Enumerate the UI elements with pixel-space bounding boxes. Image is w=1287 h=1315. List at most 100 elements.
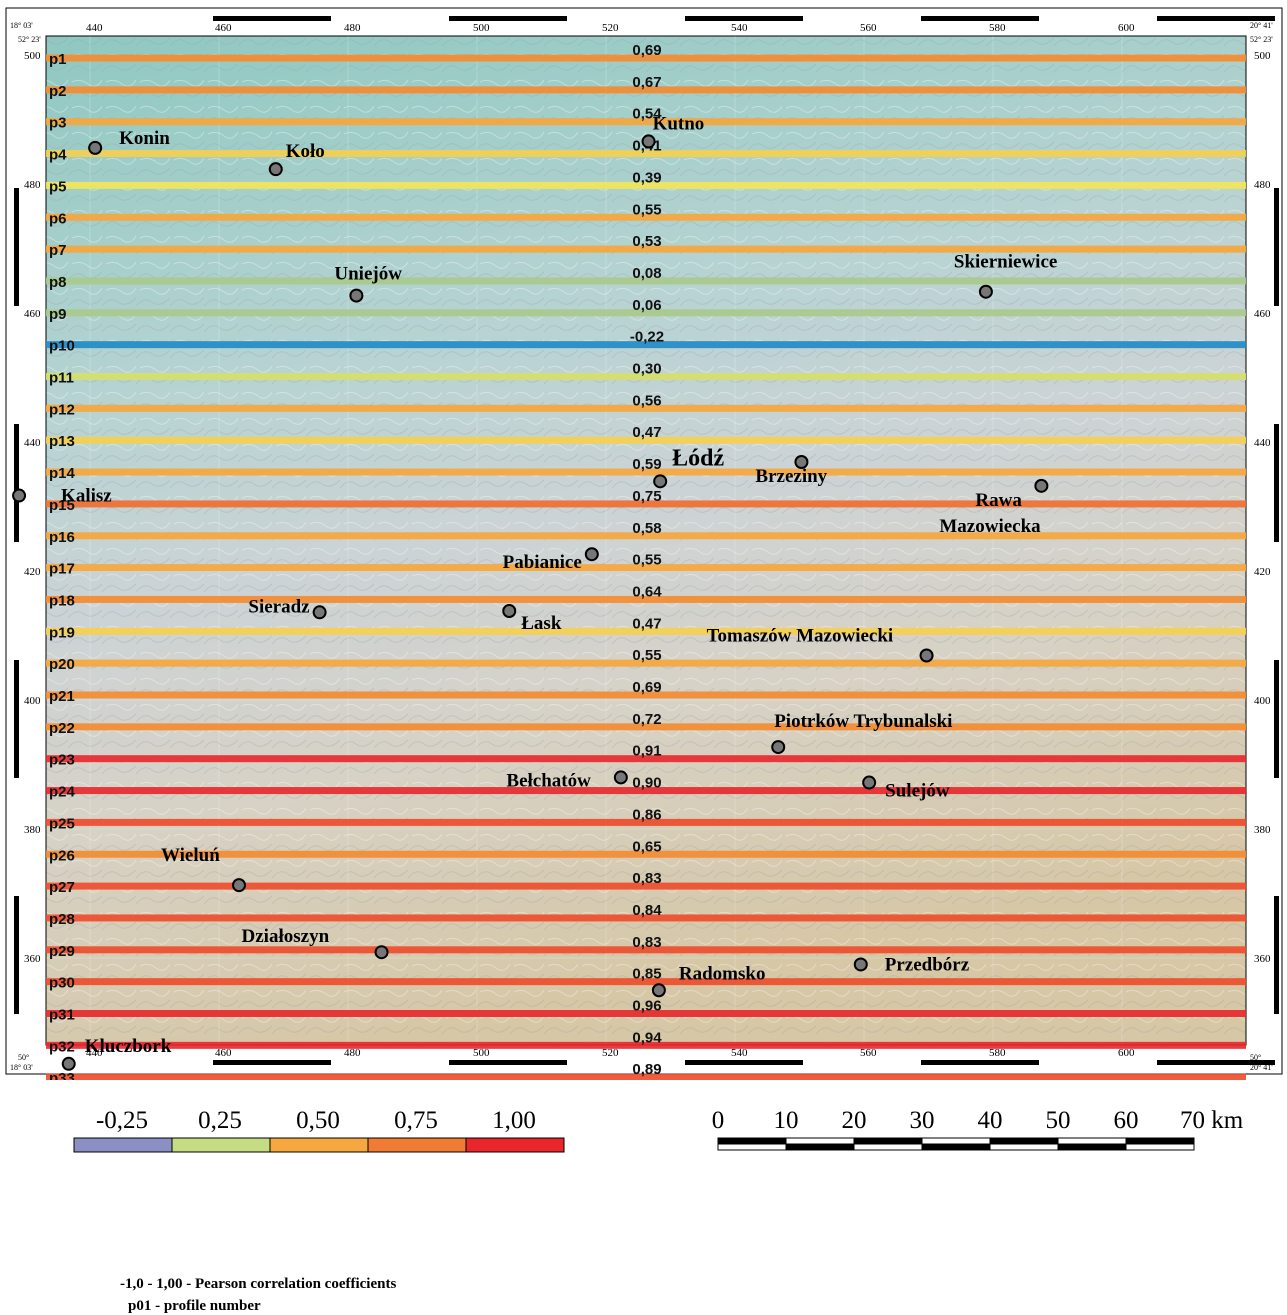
relief-texture [46, 36, 1246, 1045]
scale-bar-segment-bottom [1125, 1143, 1195, 1151]
city-label: Łódź [672, 445, 724, 471]
city-label: Sulejów [885, 781, 950, 802]
scale-bar-label: 20 [842, 1107, 867, 1134]
city-marker [653, 474, 668, 489]
profile-line [46, 150, 1246, 158]
scale-bar-segment-top [1057, 1137, 1127, 1145]
grid-label-y-left: 420 [24, 566, 41, 578]
profile-label: p5 [49, 178, 67, 195]
correlation-value: 0,84 [632, 902, 662, 919]
frame-tick-right [1274, 896, 1279, 1014]
profile-lines: p10,69p20,67p30,54p40,41p50,39p60,55p70,… [46, 42, 1246, 1080]
city-label: Łask [521, 613, 562, 634]
correlation-value: 0,86 [632, 806, 661, 823]
grid-label-y-right: 460 [1254, 308, 1271, 320]
city-marker [919, 648, 934, 663]
scale-bar-label: 60 [1114, 1107, 1139, 1134]
city-marker [268, 162, 283, 177]
city-label: Przedbórz [885, 954, 970, 975]
legend-value-label: 0,25 [198, 1107, 242, 1134]
scale-bar-segment-bottom [853, 1143, 923, 1151]
scale-bar-segment-bottom [1057, 1143, 1127, 1151]
correlation-value: 0,56 [632, 392, 661, 409]
grid-label-x-top: 520 [602, 22, 619, 34]
grid-label-y-left: 440 [24, 437, 41, 449]
profile-label: p24 [49, 784, 76, 801]
profile-line [46, 1041, 1246, 1049]
frame-tick-right [1274, 660, 1279, 778]
profile-line [46, 341, 1246, 349]
city-label: Sieradz [248, 596, 310, 617]
profile-label: p29 [49, 943, 75, 960]
correlation-value: 0,96 [632, 998, 661, 1015]
profile-line [46, 436, 1246, 444]
frame-tick-bottom [213, 1060, 331, 1065]
city-marker [853, 957, 868, 972]
frame-tick-right [1274, 188, 1279, 306]
profile-line [46, 277, 1246, 285]
profile-label: p9 [49, 306, 67, 323]
profile-line [46, 404, 1246, 412]
scale-bar-label: 0 [712, 1107, 725, 1134]
scale-bar-segment-top [717, 1137, 787, 1145]
profile-label: p27 [49, 879, 75, 896]
profile-label: p11 [49, 370, 74, 387]
profile-line [46, 1073, 1246, 1080]
city-label: Wieluń [161, 845, 220, 866]
grid-label-x-top: 460 [215, 22, 232, 34]
legend-note-pearson: -1,0 - 1,00 - Pearson correlation coeffi… [120, 1276, 396, 1292]
grid-label-y-left: 380 [24, 824, 41, 836]
scale-bar-segment-top [785, 1137, 855, 1145]
profile-label: p18 [49, 592, 75, 609]
city-marker [374, 945, 389, 960]
frame-tick-bottom [685, 1060, 803, 1065]
correlation-value: 0,94 [632, 1029, 662, 1046]
legend-note-profile: p01 - profile number [128, 1298, 261, 1314]
correlation-value: 0,89 [632, 1061, 661, 1078]
city-marker [312, 605, 327, 620]
profile-line [46, 564, 1246, 572]
legend-color-swatch [171, 1137, 271, 1153]
scale-bar-segment-top [1125, 1137, 1195, 1145]
correlation-value: 0,55 [632, 647, 661, 664]
profile-line [46, 818, 1246, 826]
city-marker [771, 740, 786, 755]
profile-line [46, 181, 1246, 189]
city-label: Działoszyn [242, 926, 330, 947]
city-label: Bełchatów [506, 770, 591, 791]
profile-label: p28 [49, 911, 75, 928]
city-marker [641, 134, 656, 149]
correlation-value: 0,30 [632, 361, 661, 378]
correlation-value: 0,69 [632, 679, 661, 696]
legend-value-label: 0,50 [296, 1107, 340, 1134]
profile-label: p33 [49, 1070, 75, 1080]
profile-label: p14 [49, 465, 76, 482]
profile-label: p21 [49, 688, 75, 705]
profile-line [46, 755, 1246, 763]
frame-tick-right [1274, 424, 1279, 542]
city-marker [61, 1056, 76, 1071]
grid-label-x-bottom: 580 [989, 1047, 1006, 1059]
city-label: Brzeziny [755, 466, 827, 487]
legend-value-label: -0,25 [96, 1107, 148, 1134]
grid-label-x-bottom: 600 [1118, 1047, 1135, 1059]
grid-label-x-bottom: 440 [86, 1047, 103, 1059]
correlation-value: -0,22 [630, 329, 664, 346]
grid-label-x-top: 480 [344, 22, 361, 34]
scale-bar-label: 40 [978, 1107, 1003, 1134]
grid-label-y-left: 500 [24, 50, 41, 62]
legend-color-swatch [73, 1137, 173, 1153]
profile-line [46, 787, 1246, 795]
grid-label-x-top: 580 [989, 22, 1006, 34]
scale-bar-segment-bottom [921, 1143, 991, 1151]
grid-label-x-top: 440 [86, 22, 103, 34]
grid-label-x-bottom: 520 [602, 1047, 619, 1059]
profile-label: p31 [49, 1007, 75, 1024]
color-scale-legend: -0,25 0,25 0,50 0,75 1,00 [73, 1107, 565, 1153]
profile-label: p3 [49, 115, 67, 132]
city-label: Uniejów [334, 264, 402, 285]
scale-bar-segment-bottom [785, 1143, 855, 1151]
city-marker [978, 284, 993, 299]
frame-tick-top [1157, 16, 1275, 21]
corner-top-right-lat: 52° 23' [1250, 35, 1273, 44]
